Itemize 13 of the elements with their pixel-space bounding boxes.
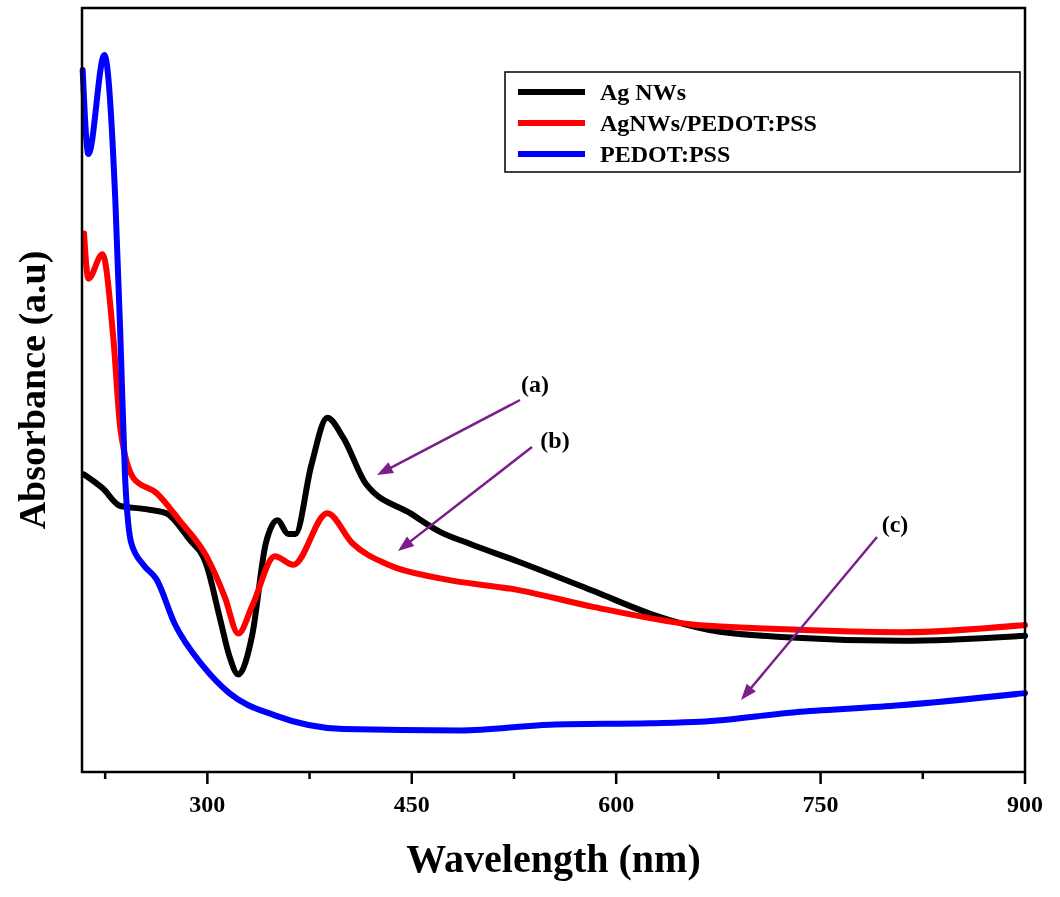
legend-label: Ag NWs	[600, 79, 687, 105]
x-axis-title: Wavelength (nm)	[406, 836, 701, 881]
legend-label: AgNWs/PEDOT:PSS	[600, 110, 817, 136]
annotation: (a)	[521, 371, 549, 397]
x-tick-label: 300	[189, 791, 226, 817]
y-axis-title: Absorbance (a.u)	[11, 250, 54, 530]
x-tick-label: 450	[393, 791, 430, 817]
x-tick-label: 900	[1007, 791, 1043, 817]
x-tick-label: 750	[802, 791, 839, 817]
legend-label: PEDOT:PSS	[600, 141, 731, 167]
x-tick-label: 600	[598, 791, 635, 817]
annotation: (b)	[540, 427, 570, 453]
annotation: (c)	[881, 511, 909, 537]
